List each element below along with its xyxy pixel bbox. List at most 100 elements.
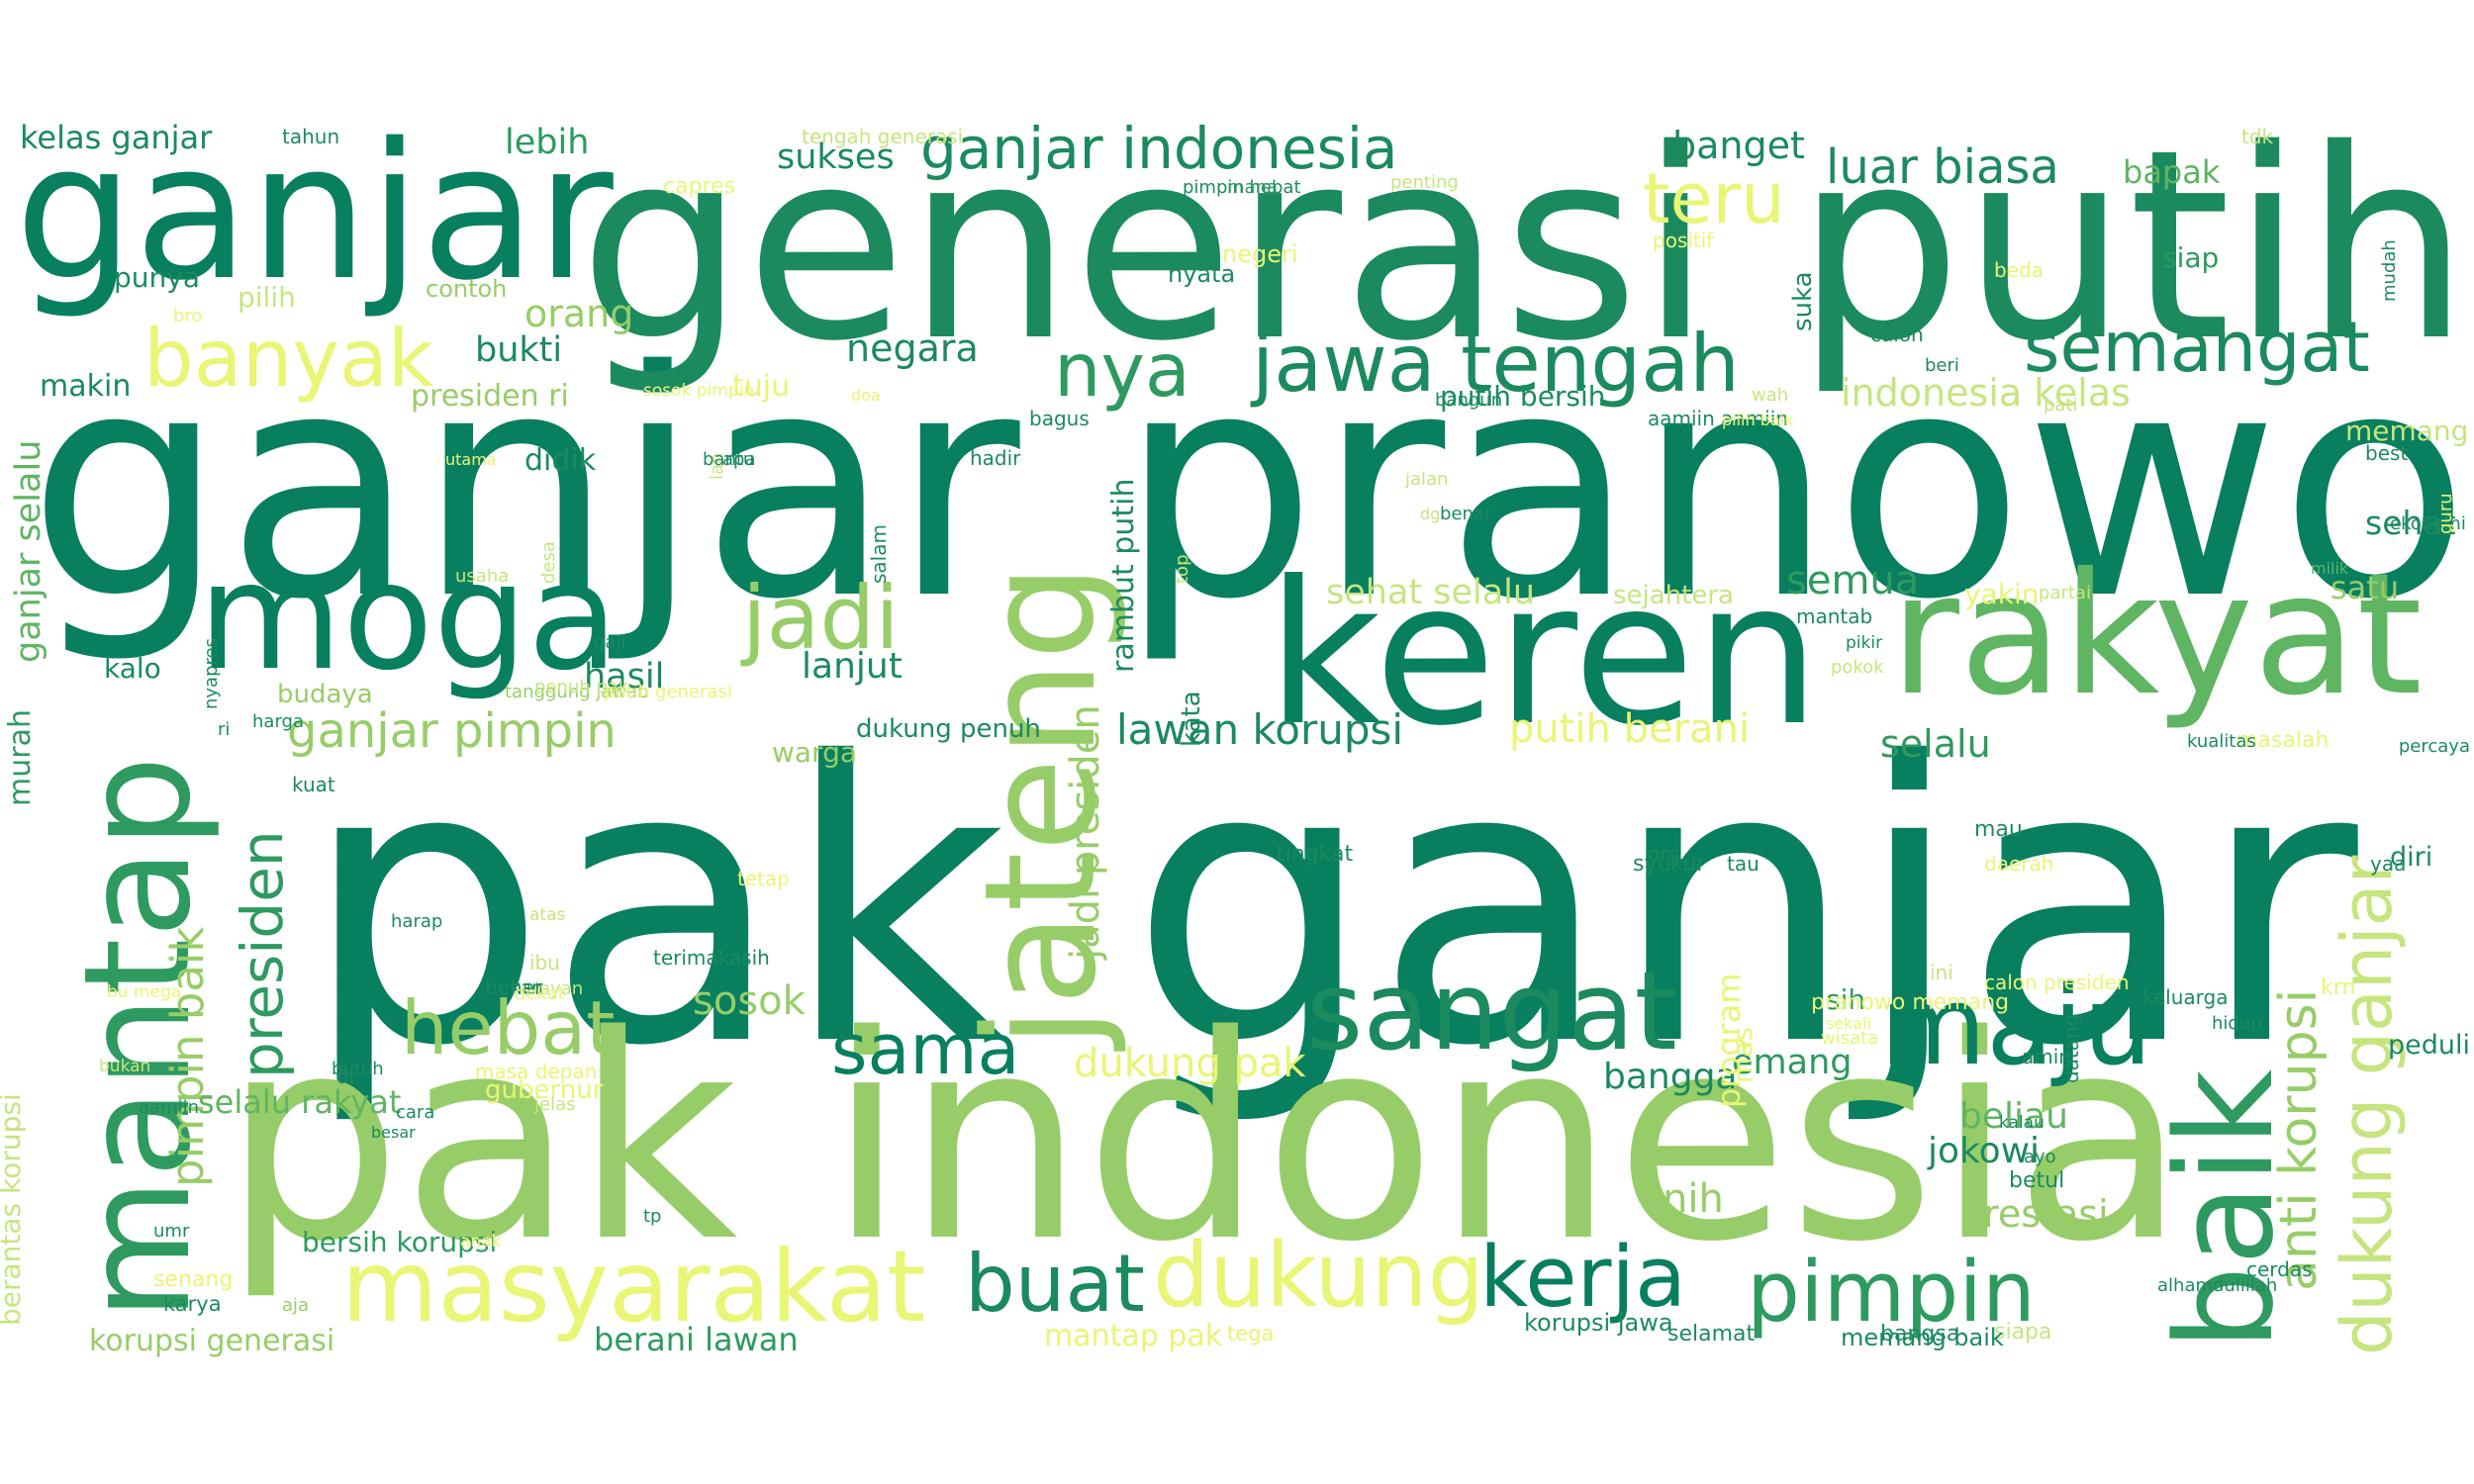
word-presiden-ri: presiden ri xyxy=(411,379,569,414)
word-cara: cara xyxy=(396,1102,434,1123)
word-contoh: contoh xyxy=(426,275,507,303)
word-aamiin: aamiin xyxy=(139,1097,199,1118)
word-bangsa: bangsa xyxy=(1880,1322,1959,1346)
word-murah: murah xyxy=(3,709,38,806)
word-tuju: tuju xyxy=(732,369,790,404)
word-ayo: ayo xyxy=(2024,1147,2056,1167)
word-emang: emang xyxy=(1732,1043,1852,1082)
word-hadir: hadir xyxy=(970,446,1021,470)
word-suka: suka xyxy=(1788,271,1818,331)
word-sama: sama xyxy=(831,1009,1019,1090)
word-pimpin-hebat: pimpin hebat xyxy=(1183,177,1301,198)
word-dekat: dekat xyxy=(515,983,565,1004)
word-datang: datang xyxy=(2059,1014,2083,1083)
word-semangat: semangat xyxy=(2024,307,2370,388)
word-memang-baik: memang baik xyxy=(1841,1324,2004,1351)
word-budaya: budaya xyxy=(277,680,373,709)
word-lah: lah xyxy=(707,453,727,480)
word-baik: baik xyxy=(2147,1069,2303,1350)
word-tanggung-jawab: tanggung jawab xyxy=(505,682,649,702)
word-nyapres: nyapres xyxy=(201,638,222,709)
word-dukung-penuh: dukung penuh xyxy=(856,714,1041,744)
word-layan: layan xyxy=(534,978,583,999)
word-ini: ini xyxy=(1930,961,1953,984)
word-nih: nih xyxy=(1663,1176,1724,1222)
word-capres: capres xyxy=(663,174,735,199)
word-kalau: kalau xyxy=(1999,1113,2045,1133)
word-bersih-korupsi: bersih korupsi xyxy=(302,1226,497,1258)
word-alhamdulillah: alhamdulillah xyxy=(2157,1275,2277,1296)
word-benar: benar xyxy=(1440,504,1492,524)
word-generasi-putih: generasi putih xyxy=(579,94,2470,399)
word-calon: calon xyxy=(1870,323,1924,346)
word-yakin: yakin xyxy=(1964,578,2039,610)
word-gaji: gaji xyxy=(594,632,625,653)
word-dukung-ganjar: dukung ganjar xyxy=(2327,855,2408,1355)
word-siap: siap xyxy=(2162,241,2219,274)
word-indonesia-kelas: indonesia kelas xyxy=(1841,371,2131,415)
word-putih-bersih: putih bersih xyxy=(1440,380,1606,413)
word-dr: dr xyxy=(336,1065,358,1088)
word-mudah: mudah xyxy=(2379,239,2400,302)
word-pati: pati xyxy=(2044,395,2078,416)
word-pokok: pokok xyxy=(1831,657,1884,678)
word-anak: anak xyxy=(460,1232,502,1252)
word-sukses: sukses xyxy=(777,138,895,177)
word-buat: buat xyxy=(965,1238,1145,1330)
word-orang: orang xyxy=(524,292,633,335)
word-lebih: lebih xyxy=(505,123,589,162)
word-milik: milik xyxy=(2311,559,2349,578)
word-bantu: bantu xyxy=(703,449,754,470)
word-lawan-korupsi: lawan korupsi xyxy=(1116,705,1403,754)
word-jawa-tengah: jawa tengah xyxy=(1250,318,1740,410)
word-ri: ri xyxy=(218,719,230,740)
word-best: best xyxy=(2365,441,2408,465)
word-ganjar-pranowo: ganjar pranowo xyxy=(28,306,2470,668)
word-didik: didik xyxy=(524,443,597,478)
word-terimakasih: terimakasih xyxy=(653,946,770,970)
word-ganjar-pimpin: ganjar pimpin xyxy=(287,703,617,759)
word-jelas: jelas xyxy=(533,1094,575,1115)
word-pimpin: pimpin xyxy=(1747,1244,2036,1342)
word-butuh: butuh xyxy=(332,1059,384,1079)
word-pak-ganjar: pak ganjar xyxy=(302,681,2362,1130)
word-hidup: hidup xyxy=(2212,1013,2262,1034)
word-usaha: usaha xyxy=(455,566,509,587)
word-daerah: daerah xyxy=(1984,852,2053,876)
word-pranowo-memang: pranowo memang xyxy=(1811,990,2009,1015)
word-jadi: jadi xyxy=(740,567,900,669)
word-selalu-rakyat: selalu rakyat xyxy=(198,1083,401,1121)
word-pak-indonesia: pak indonesia xyxy=(223,975,2187,1304)
word-tp: tp xyxy=(643,1206,661,1227)
word-nya: nya xyxy=(1054,326,1190,414)
word-salam: salam xyxy=(867,524,891,584)
word-partai: partai xyxy=(2039,583,2091,603)
word-tdk: tdk xyxy=(2241,125,2274,148)
word-anti-korupsi: anti korupsi xyxy=(2269,989,2329,1291)
word-satu: satu xyxy=(2331,569,2399,606)
word-mantap: mantap xyxy=(52,756,223,1321)
word-peduli: peduli xyxy=(2388,1030,2470,1061)
word-mau: mau xyxy=(1974,817,2023,842)
word-presiden: presiden xyxy=(229,830,296,1078)
word-bapak: bapak xyxy=(2123,153,2221,191)
word-warga: warga xyxy=(772,736,857,769)
word-calon-presiden: calon presiden xyxy=(1984,971,2130,994)
word-masa-depan: masa depan xyxy=(475,1060,597,1083)
word-dukung: dukung xyxy=(1153,1224,1484,1328)
word-bukti: bukti xyxy=(475,330,562,370)
word-ibu: ibu xyxy=(529,951,560,974)
word-kan: kan xyxy=(511,977,543,998)
word-kelas-ganjar: kelas ganjar xyxy=(20,119,213,156)
word-karya: karya xyxy=(163,1292,222,1316)
word-beliau: beliau xyxy=(1959,1096,2068,1137)
word-tengah-generasi: tengah generasi xyxy=(802,125,963,148)
word-teru: teru xyxy=(1643,158,1785,239)
word-ganjar: ganjar xyxy=(15,103,615,322)
word-sekali: sekali xyxy=(1826,1014,1871,1033)
word-bagus: bagus xyxy=(1029,407,1090,430)
word-dg: dg xyxy=(1420,505,1440,523)
word-sehat: sehat xyxy=(2365,504,2456,542)
word-pilih-baik: pilih baik xyxy=(1722,411,1794,429)
word-selamat: selamat xyxy=(1667,1322,1756,1346)
